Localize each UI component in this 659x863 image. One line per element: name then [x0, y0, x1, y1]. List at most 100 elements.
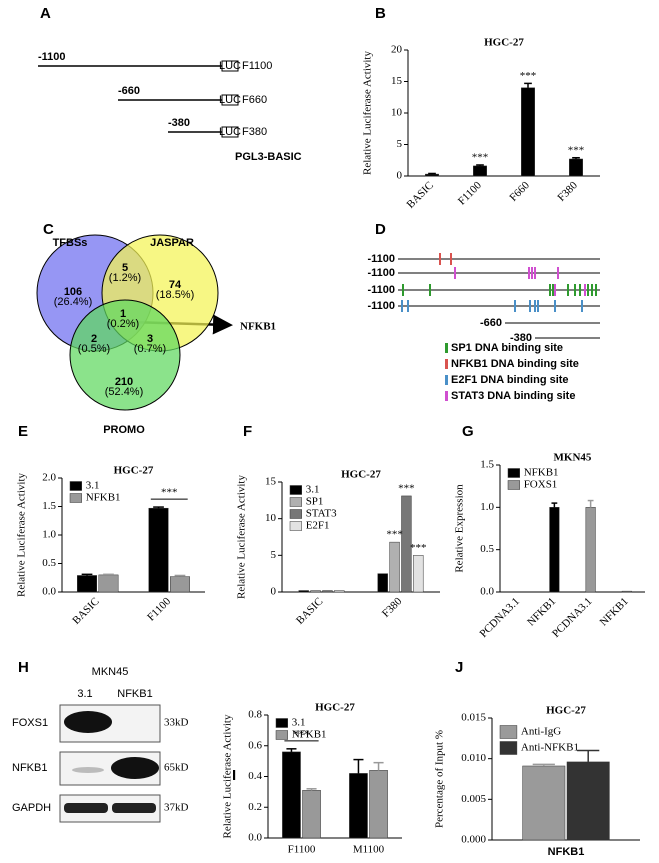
x-tick-label: M1100 [353, 844, 385, 856]
legend-swatch [507, 468, 520, 478]
protein-label: FOXS1 [12, 717, 48, 729]
bar [401, 495, 412, 593]
legend-swatch [275, 718, 288, 728]
venn-set-label: JASPAR [150, 237, 194, 249]
size-label: 65kD [164, 762, 189, 774]
construct-name: F660 [242, 94, 267, 106]
bar [98, 574, 119, 593]
y-tick-label: 10 [265, 512, 277, 524]
y-tick-label: 0.0 [42, 586, 56, 598]
legend-swatch [69, 481, 82, 491]
x-tick-label: F660 [507, 179, 532, 204]
legend-swatch [289, 509, 302, 519]
venn-count: 74 [169, 279, 182, 291]
y-tick-label: 0.0 [248, 832, 262, 844]
legend-text: 3.1 [86, 480, 100, 492]
x-tick-label: PCDNA3.1 [477, 595, 522, 640]
y-axis-label: Relative Expression [454, 484, 466, 573]
x-tick-label: BASIC [294, 595, 325, 626]
row-label: -1100 [367, 253, 395, 265]
bar [473, 165, 487, 177]
chart-title: HGC-27 [114, 465, 154, 477]
venn-count: 5 [122, 262, 128, 274]
y-tick-label: 1.0 [480, 501, 494, 513]
luc-label: LUC [219, 60, 241, 72]
bar [566, 761, 610, 841]
x-tick-label: BASIC [405, 179, 436, 210]
legend-text: SP1 DNA binding site [451, 342, 563, 354]
y-axis-label: Relative Luciferase Activity [222, 714, 234, 839]
legend-text: STAT3 DNA binding site [451, 390, 575, 402]
chart-title: HGC-27 [484, 37, 524, 49]
legend-text: Anti-IgG [521, 726, 561, 738]
y-tick-label: 0.015 [461, 712, 486, 724]
luc-box [221, 94, 239, 106]
legend-swatch [445, 391, 448, 401]
band [64, 803, 108, 813]
y-tick-label: 0.5 [480, 543, 494, 555]
y-tick-label: 0 [271, 586, 277, 598]
x-tick-label: NFKB1 [548, 846, 585, 858]
bar [549, 507, 560, 593]
venn-count: 210 [115, 376, 133, 388]
y-tick-label: 0.4 [248, 770, 262, 782]
protein-label: GAPDH [12, 802, 51, 814]
significance: *** [520, 70, 537, 82]
y-axis-label: Relative Luciferase Activity [236, 475, 248, 600]
significance: *** [472, 152, 489, 164]
x-tick-label: F380 [555, 179, 580, 204]
x-tick-label: F380 [380, 595, 405, 620]
legend-swatch [499, 725, 518, 739]
row-label: -1100 [367, 267, 395, 279]
legend-swatch [289, 497, 302, 507]
venn-percent: (0.5%) [78, 343, 110, 355]
bar [148, 507, 169, 593]
y-tick-label: 5 [397, 138, 403, 150]
bar [413, 555, 424, 593]
bar [322, 590, 333, 593]
band [72, 767, 104, 773]
y-tick-label: 0.6 [248, 739, 262, 751]
bar [425, 173, 439, 177]
panel-label: G [462, 423, 474, 440]
y-tick-label: 1.0 [42, 529, 56, 541]
venn-percent: (1.2%) [109, 272, 141, 284]
band [112, 803, 156, 813]
protein-label: NFKB1 [12, 762, 47, 774]
panel-label: H [18, 659, 29, 676]
legend-swatch [289, 485, 302, 495]
legend-text: NFKB1 [524, 467, 559, 479]
x-tick-label: NFKB1 [525, 595, 558, 628]
vector-name: PGL3-BASIC [235, 151, 302, 163]
x-tick-label: F1100 [145, 595, 173, 623]
legend-text: SP1 [306, 496, 324, 508]
bar [77, 575, 98, 593]
venn-count: 1 [120, 308, 126, 320]
venn-highlight: NFKB1 [240, 321, 276, 333]
row-label: -660 [480, 317, 502, 329]
panel-label: J [455, 659, 463, 676]
luc-box [221, 126, 239, 138]
y-axis-label: Relative Luciferase Activity [16, 473, 28, 598]
row-label: -380 [510, 332, 532, 344]
lane-label: 3.1 [77, 688, 92, 700]
legend-text: 3.1 [292, 717, 306, 729]
y-axis-label: Percentage of Input % [434, 730, 446, 828]
row-label: -1100 [367, 284, 395, 296]
bar [569, 158, 583, 177]
significance: *** [386, 529, 403, 541]
venn-set-label: PROMO [103, 424, 145, 436]
y-tick-label: 1.5 [42, 500, 56, 512]
construct-name: F380 [242, 126, 267, 138]
bar [302, 790, 321, 839]
row-label: -1100 [367, 300, 395, 312]
bar [389, 541, 400, 593]
y-tick-label: 15 [391, 75, 403, 87]
legend-swatch [289, 521, 302, 531]
y-tick-label: 2.0 [42, 472, 56, 484]
panel-label: E [18, 423, 28, 440]
y-tick-label: 10 [391, 107, 403, 119]
x-tick-label: F1100 [456, 179, 484, 207]
panel-label: A [40, 5, 51, 22]
